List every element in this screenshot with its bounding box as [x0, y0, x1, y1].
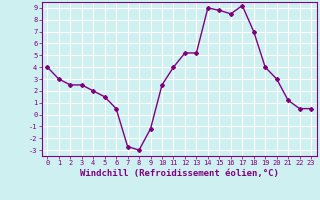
X-axis label: Windchill (Refroidissement éolien,°C): Windchill (Refroidissement éolien,°C) — [80, 169, 279, 178]
